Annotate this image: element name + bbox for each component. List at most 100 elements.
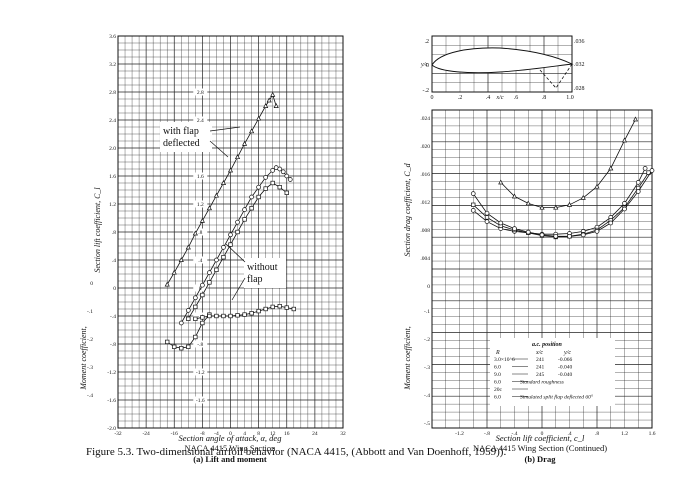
left-y-tick-inner-bg [193, 116, 208, 124]
right-series-point [621, 137, 628, 143]
right-series [470, 116, 655, 240]
inset-rtick-1: .032 [574, 62, 585, 68]
legend-col-r: R [495, 350, 500, 356]
left-series-point [256, 115, 262, 121]
right-series-point [484, 215, 490, 220]
annotation-without-flap-line2: flap [247, 274, 263, 285]
right-series-point [511, 193, 518, 199]
left-series-point [277, 304, 282, 309]
left-y-tick-inner-bg [193, 172, 208, 180]
left-series-point [249, 206, 254, 211]
annotation-with-flap-line2: deflected [163, 138, 200, 149]
left-y-tick-inner-bg [193, 228, 208, 236]
left-series-point [228, 242, 233, 247]
left-series-point [235, 229, 240, 235]
right-series-point [642, 166, 648, 171]
left-y-tick-inner: -1.2 [196, 370, 205, 376]
left-y-tick: 1.2 [109, 202, 116, 208]
right-x-tick: -.4 [512, 431, 518, 437]
right-title: (b) Drag [525, 454, 557, 464]
left-series-point [249, 194, 254, 200]
right-series-point [622, 206, 627, 212]
left-series-point [256, 308, 261, 314]
left-moment-tick: -.2 [87, 337, 93, 343]
left-series-point [270, 180, 275, 186]
left-moment-tick: -.1 [87, 309, 93, 315]
left-series-point [263, 186, 268, 191]
right-series-point [594, 229, 600, 234]
left-moment-tick: 0 [90, 281, 93, 287]
left-series-point [192, 230, 198, 236]
left-series-point [284, 173, 290, 179]
right-series-point [567, 233, 572, 239]
right-ticks: -1.2 -.8 -.4 0 .4 .8 1.2 1.6 .024 .020 .016 .012 .00… [420, 116, 655, 437]
left-y-tick: -1.6 [107, 398, 116, 404]
legend-yc-value: -0.066 [558, 357, 572, 363]
left-x-tick: 8 [257, 431, 260, 437]
left-moment-tick: -.3 [87, 365, 93, 371]
left-series-point [284, 190, 289, 195]
left-y-axis-label-moment: Moment coefficient, [79, 326, 88, 391]
left-series-point [221, 245, 226, 250]
right-y-axis-label-moment: Moment coefficient, [403, 326, 412, 391]
right-series-line [472, 170, 653, 237]
legend-r-value: 9.0 [494, 372, 501, 378]
left-subtitle: NACA 4415 Wing Section [185, 443, 277, 453]
left-y-tick: -1.2 [107, 370, 116, 376]
left-series-point [277, 166, 283, 172]
inset-ytick-bottom: -.2 [423, 88, 430, 94]
right-series-point [484, 210, 490, 216]
right-moment-tick: -.4 [424, 393, 430, 399]
right-series-point [539, 204, 545, 210]
left-y-tick-inner: -1.6 [196, 398, 205, 404]
left-series-point [193, 304, 198, 310]
left-y-tick: 2.4 [109, 118, 116, 124]
left-moment-tick: -.4 [87, 393, 93, 399]
left-y-tick: .8 [112, 230, 116, 236]
left-y-tick: -2.0 [107, 426, 116, 432]
inset-rtick-0: .036 [574, 39, 585, 45]
right-subtitle: NACA 4415 Wing Section (Continued) [473, 443, 607, 453]
left-y-tick: 3.6 [109, 34, 116, 40]
airfoil-profile [431, 47, 574, 74]
left-y-tick: 2.0 [109, 146, 116, 152]
left-y-tick-inner: 2.4 [197, 118, 204, 124]
left-x-tick: 16 [284, 431, 290, 437]
left-series-point [221, 313, 226, 319]
right-y-tick: .024 [420, 116, 430, 122]
right-series-point [470, 191, 476, 196]
left-x-tick: 24 [312, 431, 318, 437]
left-series-point [185, 308, 191, 313]
figure-caption: Figure 5.3. Two-dimensional airfoil beha… [86, 446, 507, 458]
left-y-tick-inner: 2.8 [197, 90, 204, 96]
left-x-tick-minor: -4 [214, 431, 219, 437]
left-y-tick: -.4 [110, 314, 116, 320]
left-y-tick: 1.6 [109, 174, 116, 180]
left-series-point [193, 316, 198, 321]
right-series-point [512, 226, 517, 231]
legend-xc-value: 241 [536, 365, 545, 371]
inset-ytick-mid: 0 [426, 63, 429, 69]
left-series-point [200, 292, 205, 298]
inset-ytick-top: .2 [425, 39, 430, 45]
right-panel: .2 0 -.2 y/c 0 .2 .4 x/c .6 .8 1.0 .036 … [403, 35, 656, 464]
right-series-point [649, 168, 655, 173]
left-series-point [207, 280, 212, 285]
annotation-leader-with-flap-2 [209, 140, 229, 158]
left-series-point [207, 270, 212, 275]
right-series-point [566, 201, 573, 207]
left-series-point [249, 128, 255, 134]
right-series-point [635, 189, 641, 194]
left-series-point [228, 313, 233, 319]
left-series-point [291, 306, 296, 312]
left-series-point [178, 257, 184, 262]
airfoil-inset: .2 0 -.2 y/c 0 .2 .4 x/c .6 .8 1.0 .036 … [420, 35, 585, 101]
left-series-point [234, 154, 241, 160]
left-y-tick-inner: .8 [198, 230, 202, 236]
left-plot-frame [117, 35, 344, 429]
left-y-tick-inner-bg [193, 88, 208, 96]
left-y-tick: 2.8 [109, 90, 116, 96]
left-series-point [270, 168, 276, 173]
left-y-tick-inner-bg [193, 396, 208, 404]
left-series-point [228, 232, 233, 238]
